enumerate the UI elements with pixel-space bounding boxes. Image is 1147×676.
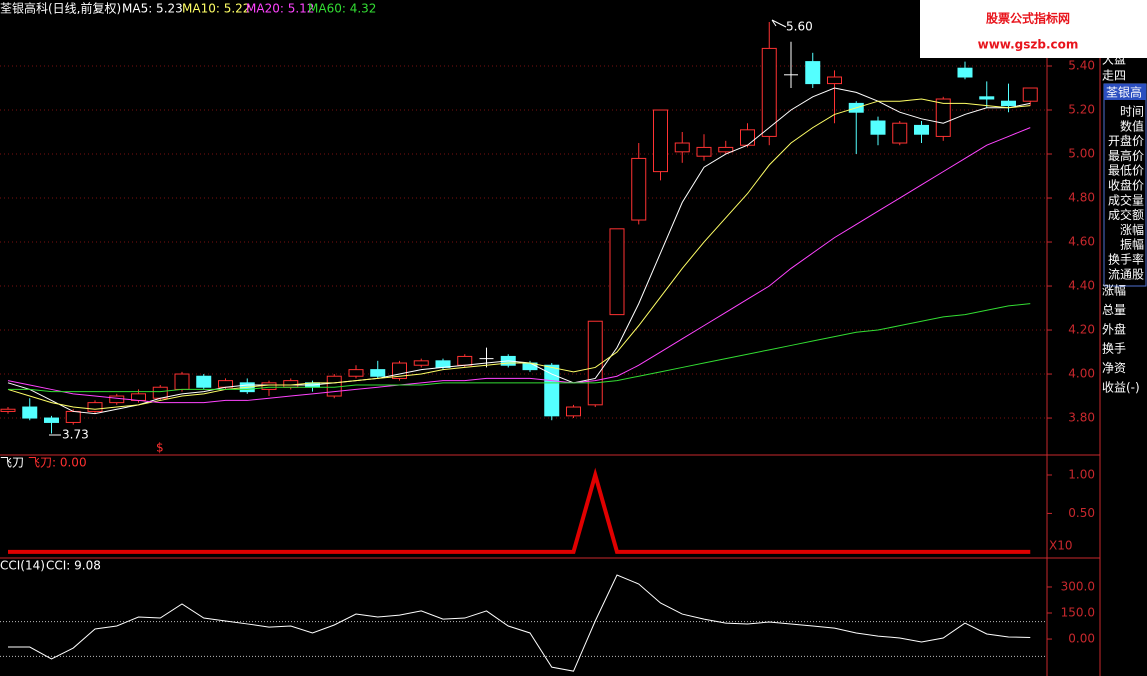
info-box-row: 振幅 bbox=[1120, 237, 1144, 252]
y-tick-label: 0.00 bbox=[1068, 632, 1095, 646]
info-box-row: 最低价 bbox=[1108, 164, 1144, 178]
candle-body bbox=[44, 417, 59, 423]
y-tick-label: 4.60 bbox=[1068, 235, 1095, 249]
info-box-row: 数值 bbox=[1120, 118, 1144, 133]
y-tick-label: 5.40 bbox=[1068, 59, 1095, 73]
indicator-line bbox=[8, 467, 1031, 554]
sidebar-label: 涨幅 bbox=[1102, 283, 1126, 298]
info-box-row: 最高价 bbox=[1108, 148, 1144, 163]
info-box-row: 开盘价 bbox=[1108, 133, 1144, 148]
candle-body bbox=[957, 67, 973, 78]
candle-body bbox=[761, 47, 777, 137]
y-tick-label: 4.00 bbox=[1068, 367, 1095, 381]
y-tick-label: 4.80 bbox=[1068, 191, 1095, 205]
candle-body bbox=[935, 98, 951, 137]
watermark-url: www.gszb.com bbox=[978, 38, 1079, 52]
info-box-row: 成交量 bbox=[1108, 192, 1144, 207]
panel-title: 飞刀 bbox=[0, 456, 24, 470]
candle-body bbox=[805, 61, 821, 85]
panel-title: CCI(14) bbox=[0, 559, 45, 573]
candle-body bbox=[631, 157, 647, 221]
y-tick-label: 5.00 bbox=[1068, 147, 1095, 161]
candle-body bbox=[870, 120, 886, 135]
indicator-line bbox=[8, 574, 1031, 672]
info-box-row: 时间 bbox=[1120, 105, 1144, 119]
y-tick-label: 1.00 bbox=[1068, 467, 1095, 481]
candle-body bbox=[1022, 87, 1038, 102]
candle-body bbox=[109, 395, 125, 404]
info-box-row: 收盘价 bbox=[1108, 178, 1144, 193]
candle-body bbox=[457, 355, 473, 366]
ma-line bbox=[7, 87, 1031, 415]
candle-body bbox=[740, 129, 755, 146]
sidebar-label: 换手 bbox=[1102, 342, 1126, 356]
candle-body bbox=[413, 360, 429, 366]
info-box-row: 流通股 bbox=[1108, 267, 1144, 281]
legend-entry: MA60: 4.32 bbox=[308, 2, 376, 16]
candle-body bbox=[609, 228, 625, 316]
annotation-pointer bbox=[771, 19, 787, 28]
candle-body bbox=[587, 320, 603, 406]
legend-entry: MA10: 5.22 bbox=[182, 2, 250, 16]
candle-body bbox=[326, 375, 342, 397]
sidebar-label: 走四 bbox=[1102, 69, 1126, 83]
candle-body bbox=[674, 142, 690, 153]
candle-body bbox=[22, 406, 38, 419]
annotation: $ bbox=[156, 441, 164, 455]
y-tick-label: 300.0 bbox=[1061, 579, 1095, 593]
candle-body bbox=[979, 96, 995, 100]
candle-body bbox=[696, 146, 712, 157]
candle-body bbox=[914, 124, 929, 135]
candle-body bbox=[0, 408, 16, 412]
candle-body bbox=[152, 386, 168, 399]
candle-body bbox=[261, 382, 277, 390]
info-box-row: 成交额 bbox=[1108, 207, 1144, 222]
candle-body bbox=[174, 373, 190, 390]
annotation: 3.73 bbox=[62, 428, 89, 442]
candle-body bbox=[65, 410, 81, 423]
watermark-bg bbox=[920, 0, 1147, 58]
y-tick-label: 0.50 bbox=[1068, 506, 1095, 520]
info-box-header bbox=[1104, 84, 1146, 100]
panel-label: CCI: 9.08 bbox=[46, 559, 101, 573]
sidebar-label: 净资 bbox=[1102, 361, 1126, 375]
info-box-title: 荃银高 bbox=[1106, 85, 1142, 100]
candle-body bbox=[196, 375, 212, 388]
panel-label: 飞刀: 0.00 bbox=[28, 456, 87, 470]
candle-body bbox=[718, 146, 734, 153]
candle-body bbox=[348, 369, 364, 377]
info-box bbox=[1103, 83, 1147, 287]
candle-body bbox=[283, 380, 299, 388]
candle-body bbox=[370, 369, 386, 377]
scale-label: X10 bbox=[1049, 539, 1073, 553]
chart-title: 荃银高科(日线,前复权) bbox=[0, 1, 121, 16]
legend-entry: MA5: 5.23 bbox=[122, 2, 183, 16]
candle-body bbox=[892, 122, 908, 144]
annotation: 5.60 bbox=[786, 20, 813, 34]
y-tick-label: 3.80 bbox=[1068, 411, 1095, 425]
legend-entry: MA20: 5.12 bbox=[246, 2, 314, 16]
candle-body bbox=[544, 364, 560, 417]
info-box-row: 换手率 bbox=[1108, 252, 1144, 267]
y-tick-label: 5.20 bbox=[1068, 103, 1095, 117]
ma-line bbox=[7, 127, 1031, 404]
sidebar-label: 外盘 bbox=[1102, 321, 1126, 336]
ma-line bbox=[8, 303, 1031, 393]
y-tick-label: 150.0 bbox=[1061, 606, 1095, 620]
ma-line bbox=[7, 98, 1031, 410]
y-tick-label: 4.40 bbox=[1068, 279, 1095, 293]
info-box-row: 涨幅 bbox=[1120, 222, 1144, 237]
watermark-title: 股票公式指标网 bbox=[986, 11, 1070, 26]
candle-body bbox=[566, 406, 581, 417]
sidebar-label: 收益(-) bbox=[1102, 381, 1140, 395]
sidebar-label: 总量 bbox=[1102, 303, 1126, 317]
y-tick-label: 4.20 bbox=[1068, 323, 1095, 337]
candle-body bbox=[87, 402, 103, 412]
candle-body bbox=[827, 76, 842, 85]
candle-body bbox=[1001, 100, 1016, 107]
candle-body bbox=[653, 109, 668, 173]
